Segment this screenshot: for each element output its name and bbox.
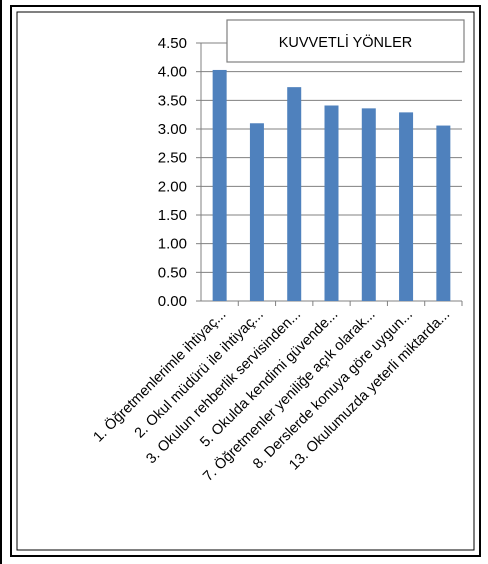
chart-title-box: KUVVETLİ YÖNLER [226, 19, 465, 63]
y-tick-label: 2.50 [158, 150, 187, 167]
y-tick-label: 3.50 [158, 92, 187, 109]
bars [212, 69, 451, 302]
y-tick-label: 1.50 [158, 207, 187, 224]
chart-title: KUVVETLİ YÖNLER [279, 33, 413, 51]
y-tick-label: 4.00 [158, 64, 187, 81]
y-tick-labels: 0.00 0.50 1.00 1.50 2.00 2.50 3.00 3.50 4.00 4.50 [158, 35, 187, 310]
y-tick-label: 3.00 [158, 121, 187, 138]
bar [212, 69, 227, 302]
bar [436, 125, 451, 301]
bar [287, 87, 302, 301]
plot-area-frame [16, 11, 475, 551]
y-tick-label: 1.00 [158, 236, 187, 253]
bar [249, 123, 264, 302]
y-tick-label: 0.50 [158, 264, 187, 281]
bar [324, 105, 339, 301]
y-tick-label: 0.00 [158, 293, 187, 310]
y-tick-label: 2.00 [158, 178, 187, 195]
left-border-line [0, 0, 2, 564]
y-tick-label: 4.50 [158, 35, 187, 52]
chart-title-frame [226, 19, 465, 63]
bar [399, 112, 414, 301]
bar [361, 108, 376, 301]
